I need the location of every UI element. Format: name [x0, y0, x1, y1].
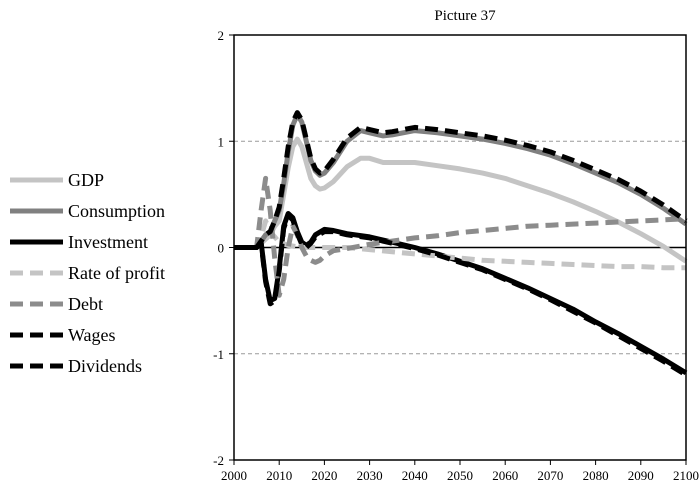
y-tick-label: 2	[218, 28, 225, 43]
series-line-investment	[234, 211, 688, 376]
legend-label: Wages	[68, 325, 116, 345]
legend-label: GDP	[68, 170, 104, 190]
y-tick-label: -1	[213, 347, 224, 362]
x-tick-label: 2070	[537, 468, 563, 483]
x-tick-label: 2080	[583, 468, 609, 483]
x-tick-label: 2100	[673, 468, 699, 483]
series-line-dividends	[234, 213, 688, 378]
legend-label: Dividends	[68, 356, 142, 376]
legend-label: Investment	[68, 232, 148, 252]
y-axis: -2 -1 0 1 2	[213, 28, 234, 468]
y-tick-label: 0	[218, 241, 225, 256]
y-tick-label: -2	[213, 453, 224, 468]
x-tick-label: 2020	[311, 468, 337, 483]
x-tick-label: 2050	[447, 468, 473, 483]
x-tick-label: 2010	[266, 468, 292, 483]
chart-title: Picture 37	[434, 8, 496, 24]
series-line-debt	[234, 175, 687, 298]
x-tick-label: 2040	[402, 468, 428, 483]
legend: GDP Consumption Investment Rate of profit De…	[10, 170, 165, 376]
x-tick-label: 2090	[628, 468, 654, 483]
x-tick-label: 2000	[221, 468, 247, 483]
x-tick-label: 2030	[357, 468, 383, 483]
y-tick-label: 1	[218, 134, 225, 149]
legend-label: Rate of profit	[68, 263, 165, 283]
x-tick-label: 2060	[492, 468, 518, 483]
series-layer	[234, 110, 688, 378]
legend-label: Consumption	[68, 201, 165, 221]
legend-label: Debt	[68, 294, 103, 314]
series-line-wages	[234, 110, 688, 250]
x-axis: 2000 2010 2020 2030 2040 2050 2060 2070 2080 2090…	[221, 460, 699, 483]
